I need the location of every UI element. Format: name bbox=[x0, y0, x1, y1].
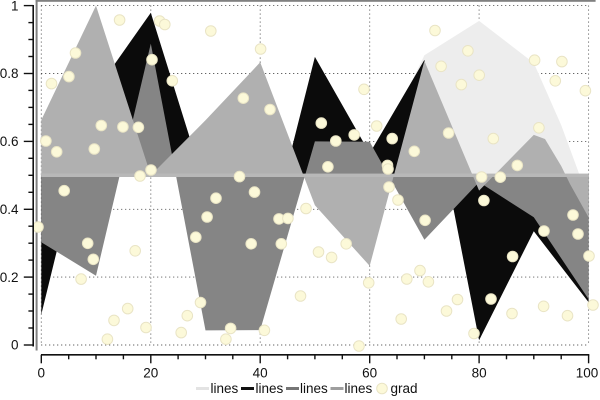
svg-text:0.4: 0.4 bbox=[0, 202, 19, 217]
svg-text:40: 40 bbox=[253, 366, 268, 381]
svg-text:80: 80 bbox=[472, 366, 487, 381]
svg-text:20: 20 bbox=[143, 366, 158, 381]
svg-text:lines: lines bbox=[211, 381, 239, 396]
svg-text:100: 100 bbox=[576, 366, 599, 381]
svg-text:grad: grad bbox=[391, 381, 418, 396]
svg-text:0.6: 0.6 bbox=[0, 134, 19, 149]
svg-text:0.8: 0.8 bbox=[0, 66, 19, 81]
svg-text:0.2: 0.2 bbox=[0, 270, 19, 285]
svg-text:0: 0 bbox=[11, 338, 19, 353]
svg-text:0: 0 bbox=[38, 366, 46, 381]
svg-text:lines: lines bbox=[300, 381, 328, 396]
svg-text:60: 60 bbox=[362, 366, 377, 381]
svg-text:1: 1 bbox=[11, 0, 19, 13]
svg-text:lines: lines bbox=[345, 381, 373, 396]
svg-text:lines: lines bbox=[256, 381, 284, 396]
